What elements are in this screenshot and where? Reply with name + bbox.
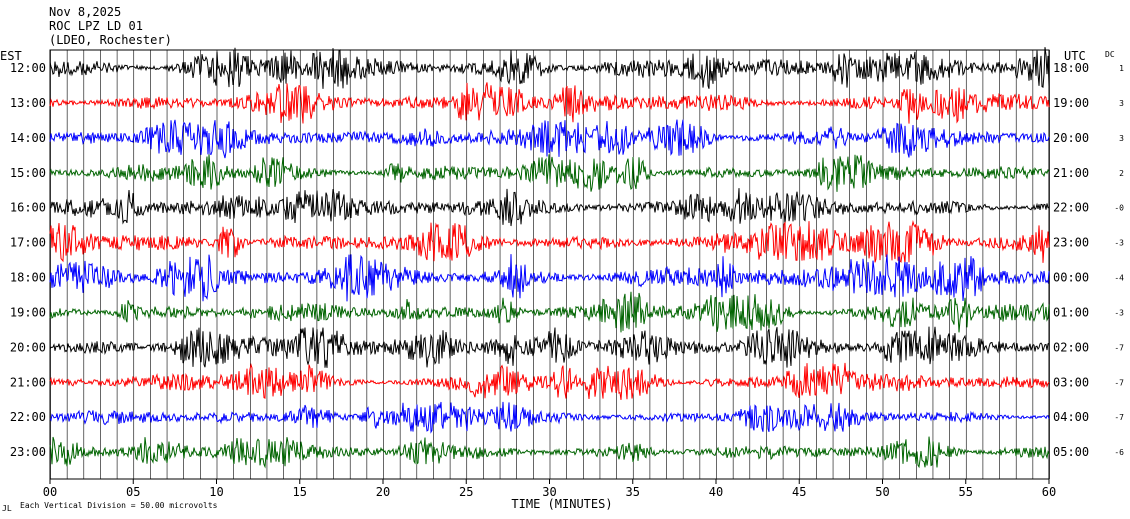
dc-offset-label: 3 — [1119, 99, 1124, 108]
dc-axis-label: DC — [1105, 50, 1115, 59]
est-hour-label: 21:00 — [10, 375, 46, 389]
seismic-trace — [49, 47, 1050, 89]
seismic-trace — [49, 436, 1050, 469]
utc-axis-label: UTC — [1064, 49, 1086, 63]
dc-offset-label: 1 — [1119, 64, 1124, 73]
utc-hour-label: 01:00 — [1053, 305, 1089, 319]
utc-hour-label: 04:00 — [1053, 410, 1089, 424]
x-tick-label: 00 — [43, 485, 57, 499]
dc-offset-label: -3 — [1114, 239, 1124, 248]
est-hour-label: 17:00 — [10, 236, 46, 250]
x-tick-label: 30 — [542, 485, 556, 499]
utc-hour-label: 19:00 — [1053, 96, 1089, 110]
dc-offset-label: 2 — [1119, 169, 1124, 178]
dc-offset-label: -4 — [1114, 274, 1124, 283]
corner-mark: JL — [2, 504, 12, 513]
utc-hour-label: 22:00 — [1053, 201, 1089, 215]
utc-hour-label: 02:00 — [1053, 340, 1089, 354]
seismic-trace — [49, 119, 1050, 159]
est-axis-label: EST — [0, 49, 22, 63]
x-tick-label: 55 — [959, 485, 973, 499]
x-tick-label: 35 — [626, 485, 640, 499]
est-hour-label: 15:00 — [10, 166, 46, 180]
dc-offset-label: -3 — [1114, 308, 1124, 317]
x-tick-label: 60 — [1042, 485, 1056, 499]
est-hour-label: 18:00 — [10, 271, 46, 285]
utc-hour-label: 03:00 — [1053, 375, 1089, 389]
seismic-trace — [49, 188, 1050, 227]
dc-offset-label: -7 — [1114, 343, 1124, 352]
utc-hour-label: 18:00 — [1053, 61, 1089, 75]
dc-offset-label: 3 — [1119, 134, 1124, 143]
x-tick-label: 25 — [459, 485, 473, 499]
utc-hour-label: 00:00 — [1053, 271, 1089, 285]
est-hour-label: 19:00 — [10, 305, 46, 319]
seismic-trace — [49, 82, 1050, 124]
scale-note: Each Vertical Division = 50.00 microvolt… — [20, 501, 218, 510]
utc-hour-label: 21:00 — [1053, 166, 1089, 180]
seismic-trace — [49, 154, 1050, 192]
x-axis-title: TIME (MINUTES) — [511, 497, 612, 511]
x-tick-label: 45 — [792, 485, 806, 499]
seismic-trace — [49, 291, 1050, 333]
x-tick-label: 50 — [875, 485, 889, 499]
est-hour-label: 22:00 — [10, 410, 46, 424]
network-label: (LDEO, Rochester) — [49, 33, 172, 47]
date-label: Nov 8,2025 — [49, 5, 122, 19]
seismic-trace — [49, 326, 1050, 368]
dc-offset-label: -6 — [1114, 448, 1124, 457]
x-tick-label: 15 — [293, 485, 307, 499]
utc-hour-label: 23:00 — [1053, 236, 1089, 250]
est-hour-label: 14:00 — [10, 131, 46, 145]
seismic-trace — [49, 401, 1050, 434]
utc-hour-label: 05:00 — [1053, 445, 1089, 459]
x-tick-label: 40 — [709, 485, 723, 499]
x-tick-label: 05 — [126, 485, 140, 499]
station-label: ROC LPZ LD 01 — [49, 19, 143, 33]
est-hour-label: 16:00 — [10, 201, 46, 215]
trace-group — [49, 47, 1050, 469]
grid-lines — [49, 49, 1050, 484]
dc-offset-label: -7 — [1114, 378, 1124, 387]
seismic-trace — [49, 220, 1050, 264]
x-tick-label: 20 — [376, 485, 390, 499]
est-hour-label: 20:00 — [10, 340, 46, 354]
dc-offset-label: -0 — [1114, 204, 1124, 213]
utc-hour-label: 20:00 — [1053, 131, 1089, 145]
seismic-trace — [49, 254, 1050, 302]
axis-labels: EST UTC DC TIME (MINUTES) Each Vertical … — [0, 49, 1124, 513]
est-hour-label: 23:00 — [10, 445, 46, 459]
est-hour-label: 12:00 — [10, 61, 46, 75]
x-tick-label: 10 — [209, 485, 223, 499]
seismic-trace — [49, 362, 1050, 400]
dc-offset-label: -7 — [1114, 413, 1124, 422]
est-hour-label: 13:00 — [10, 96, 46, 110]
